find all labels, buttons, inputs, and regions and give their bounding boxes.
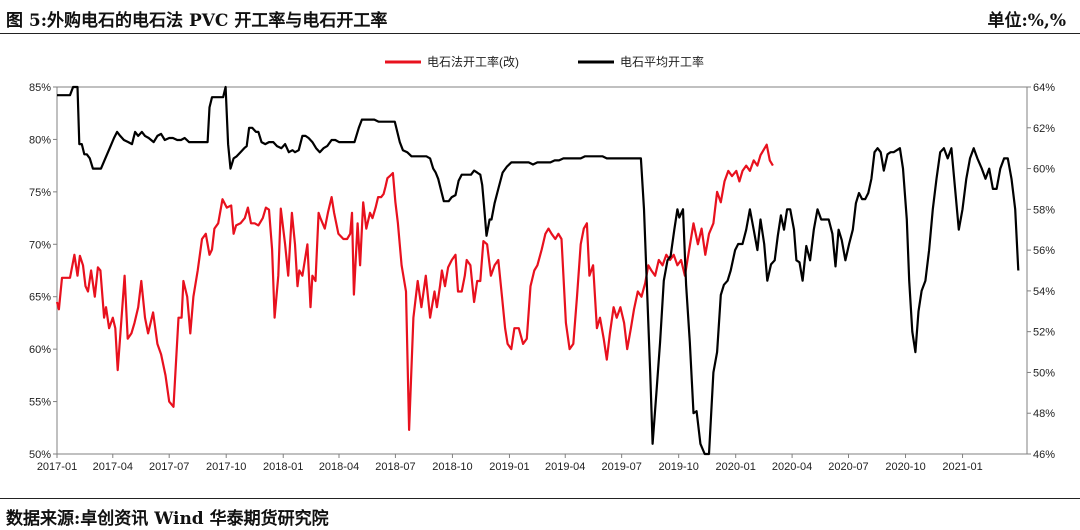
footer-rule xyxy=(0,498,1080,499)
x-tick-label: 2020-01 xyxy=(716,461,756,473)
unit-label: 单位:%,% xyxy=(987,11,1066,31)
y-left-tick-label: 70% xyxy=(29,239,51,251)
y-right-tick-label: 50% xyxy=(1033,367,1055,379)
y-left-tick-label: 50% xyxy=(29,449,51,461)
x-tick-label: 2019-04 xyxy=(545,461,585,473)
y-left-tick-label: 85% xyxy=(29,82,51,94)
y-right-tick-label: 62% xyxy=(1033,123,1055,135)
x-tick-label: 2017-04 xyxy=(93,461,133,473)
line-chart: 50% 55% 60% 65% 70% 75% 80% 85% 46% 48% 50% 52% 54% 5… xyxy=(29,54,1055,473)
figure-title: 图 5:外购电石的电石法 PVC 开工率与电石开工率 xyxy=(6,11,388,31)
x-tick-label: 2020-10 xyxy=(885,461,925,473)
chart-area: 50% 55% 60% 65% 70% 75% 80% 85% 46% 48% 50% 52% 54% 5… xyxy=(0,34,1080,496)
y-right-tick-label: 64% xyxy=(1033,82,1055,94)
legend-label: 电石法开工率(改) xyxy=(427,54,519,69)
series-line-calcium-carbide-pvc xyxy=(55,143,774,431)
legend-label: 电石平均开工率 xyxy=(620,54,704,69)
y-left-tick-label: 65% xyxy=(29,292,51,304)
x-tick-label: 2017-10 xyxy=(206,461,246,473)
y-left-tick-label: 60% xyxy=(29,344,51,356)
x-tick-label: 2018-04 xyxy=(319,461,359,473)
source-note: 数据来源:卓创资讯 Wind 华泰期货研究院 xyxy=(6,509,329,529)
series-line-carbide-average xyxy=(57,85,1020,456)
y-right-tick-label: 54% xyxy=(1033,286,1055,298)
x-tick-label: 2019-10 xyxy=(658,461,698,473)
y-right-tick-label: 52% xyxy=(1033,327,1055,339)
plot-frame xyxy=(56,86,1028,455)
y-left-tick-label: 75% xyxy=(29,187,51,199)
x-tick-label: 2017-01 xyxy=(37,461,77,473)
x-tick-label: 2017-07 xyxy=(149,461,189,473)
y-left-tick-label: 55% xyxy=(29,397,51,409)
header-rule xyxy=(0,33,1080,34)
x-tick-label: 2018-07 xyxy=(375,461,415,473)
x-tick-label: 2018-01 xyxy=(263,461,303,473)
figure-header: 图 5:外购电石的电石法 PVC 开工率与电石开工率 单位:%,% xyxy=(0,0,1080,34)
y-right-tick-label: 60% xyxy=(1033,164,1055,176)
x-tick-label: 2021-01 xyxy=(942,461,982,473)
y-right-tick-label: 48% xyxy=(1033,408,1055,420)
y-right-tick-label: 58% xyxy=(1033,204,1055,216)
y-left-tick-label: 80% xyxy=(29,134,51,146)
x-tick-label: 2019-01 xyxy=(489,461,529,473)
y-right-tick-label: 56% xyxy=(1033,245,1055,257)
x-tick-label: 2019-07 xyxy=(601,461,641,473)
y-right-tick-label: 46% xyxy=(1033,449,1055,461)
x-tick-label: 2020-04 xyxy=(772,461,812,473)
x-tick-label: 2018-10 xyxy=(432,461,472,473)
x-tick-label: 2020-07 xyxy=(828,461,868,473)
